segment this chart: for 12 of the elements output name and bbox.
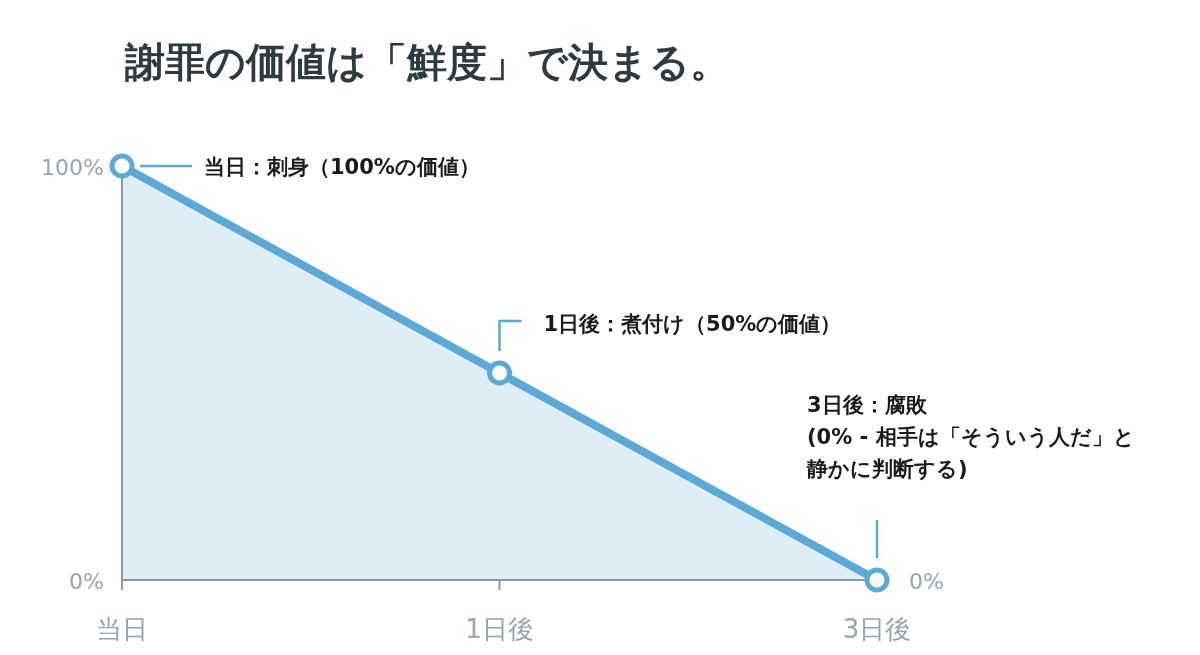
text: 0%	[909, 569, 944, 594]
point	[864, 567, 890, 593]
annotation: 1日後：煮付け（50%の価値）	[543, 312, 842, 336]
chart-title: 謝罪の価値は「鮮度」で決まる。	[124, 39, 730, 85]
x-tick-label: 3日後	[842, 614, 912, 644]
x-tick-label: 当日	[96, 614, 148, 644]
point	[109, 153, 135, 179]
point	[487, 360, 512, 386]
x-tick-label: 1日後	[465, 614, 534, 644]
y-tick-label: 100%	[41, 155, 104, 180]
annotation: 3日後：腐敗 (0% - 相手は「そういう人だ」と静かに判断する)	[806, 393, 1135, 481]
annotation: 当日：刺身（100%の価値）	[204, 155, 480, 179]
